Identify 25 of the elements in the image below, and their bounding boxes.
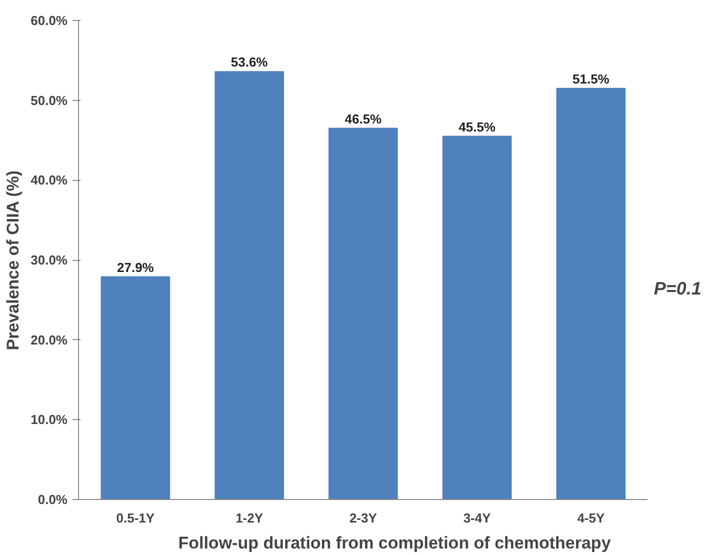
y-tick-label: 0.0%	[38, 492, 68, 507]
x-tick-label: 3-4Y	[463, 510, 492, 526]
x-tick-label: 1-2Y	[236, 510, 264, 526]
bar	[556, 88, 626, 500]
data-label: 27.9%	[117, 260, 154, 275]
y-tick-label: 30.0%	[30, 252, 68, 268]
data-label: 46.5%	[344, 111, 382, 126]
data-label: 45.5%	[458, 119, 496, 134]
x-tick-label: 0.5-1Y	[116, 510, 155, 526]
text: P=0.1	[654, 278, 702, 299]
bar	[100, 276, 170, 500]
x-axis-title: Follow-up duration from completion of chemotherapy	[178, 534, 612, 552]
data-label: 53.6%	[230, 54, 268, 70]
y-tick-label: 20.0%	[30, 332, 68, 348]
bar	[442, 136, 512, 500]
bar	[328, 128, 398, 500]
x-tick-label: 2-3Y	[349, 510, 378, 526]
y-tick-label: 50.0%	[30, 92, 68, 108]
y-tick-label: 60.0%	[30, 13, 68, 28]
y-tick-label: 10.0%	[30, 412, 68, 428]
y-tick-label: 40.0%	[30, 172, 68, 188]
y-axis-title: Prevalence of CIIA (%)	[4, 170, 23, 350]
data-label: 51.5%	[572, 71, 610, 86]
bar	[214, 71, 284, 500]
x-tick-label: 4-5Y	[577, 510, 605, 526]
